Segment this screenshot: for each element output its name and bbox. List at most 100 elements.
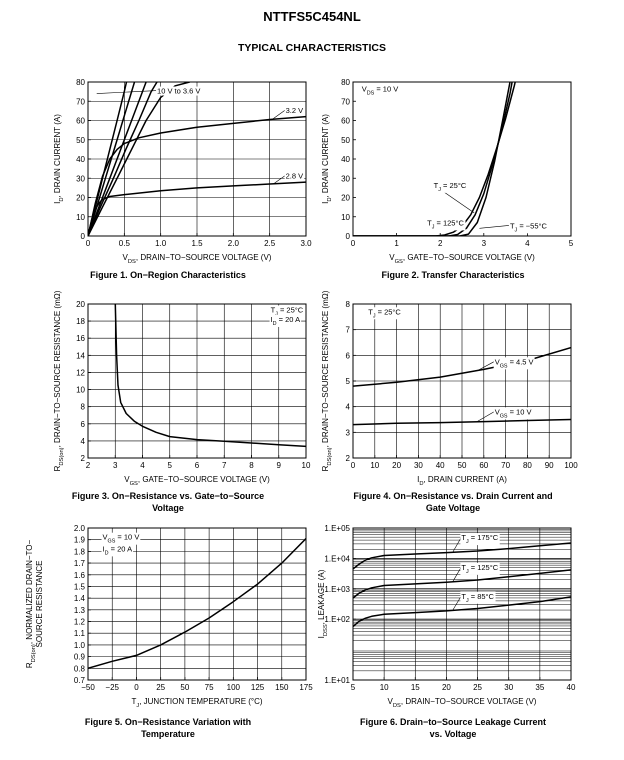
x-tick-label: 9 — [277, 461, 282, 470]
y-tick-label: 1.E+03 — [324, 585, 350, 594]
y-axis-label: RDS(on), DRAIN−TO−SOURCE RESISTANCE (mΩ) — [321, 290, 333, 471]
x-tick-label: 6 — [195, 461, 200, 470]
x-tick-label: 175 — [299, 683, 313, 692]
caption-fig4: Figure 4. On−Resistance vs. Drain Curren… — [318, 490, 588, 514]
annotation-bg — [360, 84, 400, 97]
annotation-label: TJ = 125°C — [427, 218, 464, 230]
x-tick-label: 25 — [156, 683, 165, 692]
series-line-2-8-v — [88, 181, 306, 236]
x-tick-label: 5 — [351, 683, 356, 692]
x-tick-label: 60 — [479, 461, 488, 470]
annotation-label: 10 V to 3.6 V — [157, 87, 200, 96]
x-tick-label: 90 — [545, 461, 554, 470]
chart-fig5-rds-vs-temp: −50 −25 0 25 50 75 100 125 150 175 0.7 0.8 0.9 1.0 1.1… — [25, 524, 313, 709]
caption-fig3-line2: Voltage — [152, 503, 184, 513]
annotation-bg — [493, 357, 535, 370]
x-tick-label: 35 — [535, 683, 544, 692]
y-tick-label: 10 — [76, 386, 85, 395]
y-tick-label: 4 — [346, 403, 351, 412]
annotations: TJ = 25°CID = 20 A — [269, 305, 305, 327]
y-tick-label: 10 — [341, 213, 350, 222]
caption-fig6-line2: vs. Voltage — [429, 729, 477, 739]
annotations: 10 V to 3.6 V 3.2 V 2.8 V — [96, 86, 305, 185]
x-tick-label: 0.5 — [119, 239, 131, 248]
series-line-tj-175-c — [353, 542, 571, 570]
ticks: 0 10 20 30 40 50 60 70 80 90 100 2 3 4 5 6 7 8 — [346, 300, 579, 470]
annotation-label: VGS = 10 V — [103, 533, 140, 545]
caption-fig3-line1: Figure 3. On−Resistance vs. Gate−to−Sour… — [71, 491, 265, 501]
y-tick-label: 1.7 — [74, 559, 86, 568]
chart-fig4-rds-vs-id: 0 10 20 30 40 50 60 70 80 90 100 2 3 4 5 6 7 8 ID, DRAIN C… — [321, 290, 579, 487]
annotation-bg — [432, 180, 468, 193]
series-line-0 — [88, 537, 306, 670]
x-tick-label: 40 — [436, 461, 445, 470]
y-tick-label: 2 — [81, 454, 86, 463]
y-tick-label: 3 — [346, 428, 351, 437]
series-group — [114, 304, 306, 448]
x-tick-label: 50 — [458, 461, 467, 470]
annotation-label: TJ = −55°C — [510, 221, 548, 233]
x-tick-label: 2 — [438, 239, 443, 248]
annotation-leader — [273, 175, 286, 185]
x-tick-label: 2.5 — [264, 239, 276, 248]
annotation-label: ID = 20 A — [103, 544, 133, 556]
grid — [88, 82, 306, 236]
caption-fig1-line: Figure 1. On−Region Characteristics — [90, 270, 246, 280]
y-tick-label: 2 — [346, 454, 351, 463]
annotation-label: 2.8 V — [286, 171, 304, 180]
annotation-bg — [460, 533, 500, 546]
y-tick-label: 0.7 — [74, 676, 86, 685]
annotation-leader — [479, 225, 510, 229]
plot-frame — [87, 527, 307, 681]
y-tick-label: 80 — [76, 78, 85, 87]
series-group — [353, 82, 516, 236]
grid — [353, 527, 571, 681]
annotation-leader — [96, 90, 158, 94]
annotation-bg — [367, 307, 403, 320]
series-line-tj-125-c — [353, 82, 516, 236]
annotation-label: TJ = 85°C — [461, 592, 494, 604]
y-tick-label: 1.3 — [74, 606, 86, 615]
annotation-bg — [156, 86, 202, 96]
chart-fig6-leakage: 5 10 15 20 25 30 35 40 1.E+01 1.E+02 1.E+03 1.E+04 1… — [318, 524, 576, 709]
x-tick-label: 100 — [564, 461, 578, 470]
x-axis-label: VDS, DRAIN−TO−SOURCE VOLTAGE (V) — [123, 253, 272, 265]
y-tick-label: 1.9 — [74, 536, 86, 545]
series-line-3-2-v — [88, 115, 306, 236]
y-tick-label: 6 — [346, 351, 351, 360]
x-tick-label: 1.5 — [191, 239, 203, 248]
ticks: 5 10 15 20 25 30 35 40 1.E+01 1.E+02 1.E+03 1.E+04 1… — [324, 524, 576, 692]
x-tick-label: −50 — [81, 683, 95, 692]
y-tick-label: 10 — [76, 213, 85, 222]
series-line-vgs-4-5-v — [353, 346, 571, 387]
y-axis-label: SOURCE RESISTANCE — [35, 561, 44, 648]
caption-fig5-line2: Temperature — [141, 729, 195, 739]
x-tick-label: 5 — [569, 239, 574, 248]
annotation-bg — [269, 314, 302, 327]
caption-fig4-line2: Gate Voltage — [425, 503, 481, 513]
x-axis-label: VGS, GATE−TO−SOURCE VOLTAGE (V) — [389, 253, 535, 265]
x-axis-label: ID, DRAIN CURRENT (A) — [417, 475, 507, 487]
y-tick-label: 0.9 — [74, 653, 86, 662]
y-tick-label: 7 — [346, 326, 351, 335]
annotation-bg — [269, 305, 305, 318]
annotation-leader — [477, 361, 495, 371]
y-tick-label: 2.0 — [74, 524, 86, 533]
y-tick-label: 12 — [76, 368, 85, 377]
caption-fig3: Figure 3. On−Resistance vs. Gate−to−Sour… — [18, 490, 318, 514]
x-axis-label: VGS, GATE−TO−SOURCE VOLTAGE (V) — [124, 475, 270, 487]
annotation-label: TJ = 25°C — [434, 181, 467, 193]
x-tick-label: 4 — [525, 239, 530, 248]
annotation-bg — [284, 171, 305, 181]
annotations: TJ = 175°C TJ = 125°C TJ = 85°C — [452, 533, 500, 611]
annotation-bg — [493, 407, 533, 420]
annotation-leader — [452, 566, 462, 582]
x-tick-label: 5 — [168, 461, 173, 470]
y-tick-label: 1.0 — [74, 641, 86, 650]
x-tick-label: 150 — [275, 683, 289, 692]
plot-frame — [352, 527, 572, 681]
y-axis-label: RDS(on), DRAIN−TO−SOURCE RESISTANCE (mΩ) — [53, 290, 65, 471]
y-tick-label: 18 — [76, 317, 85, 326]
y-axis-label: ID, DRAIN CURRENT (A) — [53, 114, 65, 204]
